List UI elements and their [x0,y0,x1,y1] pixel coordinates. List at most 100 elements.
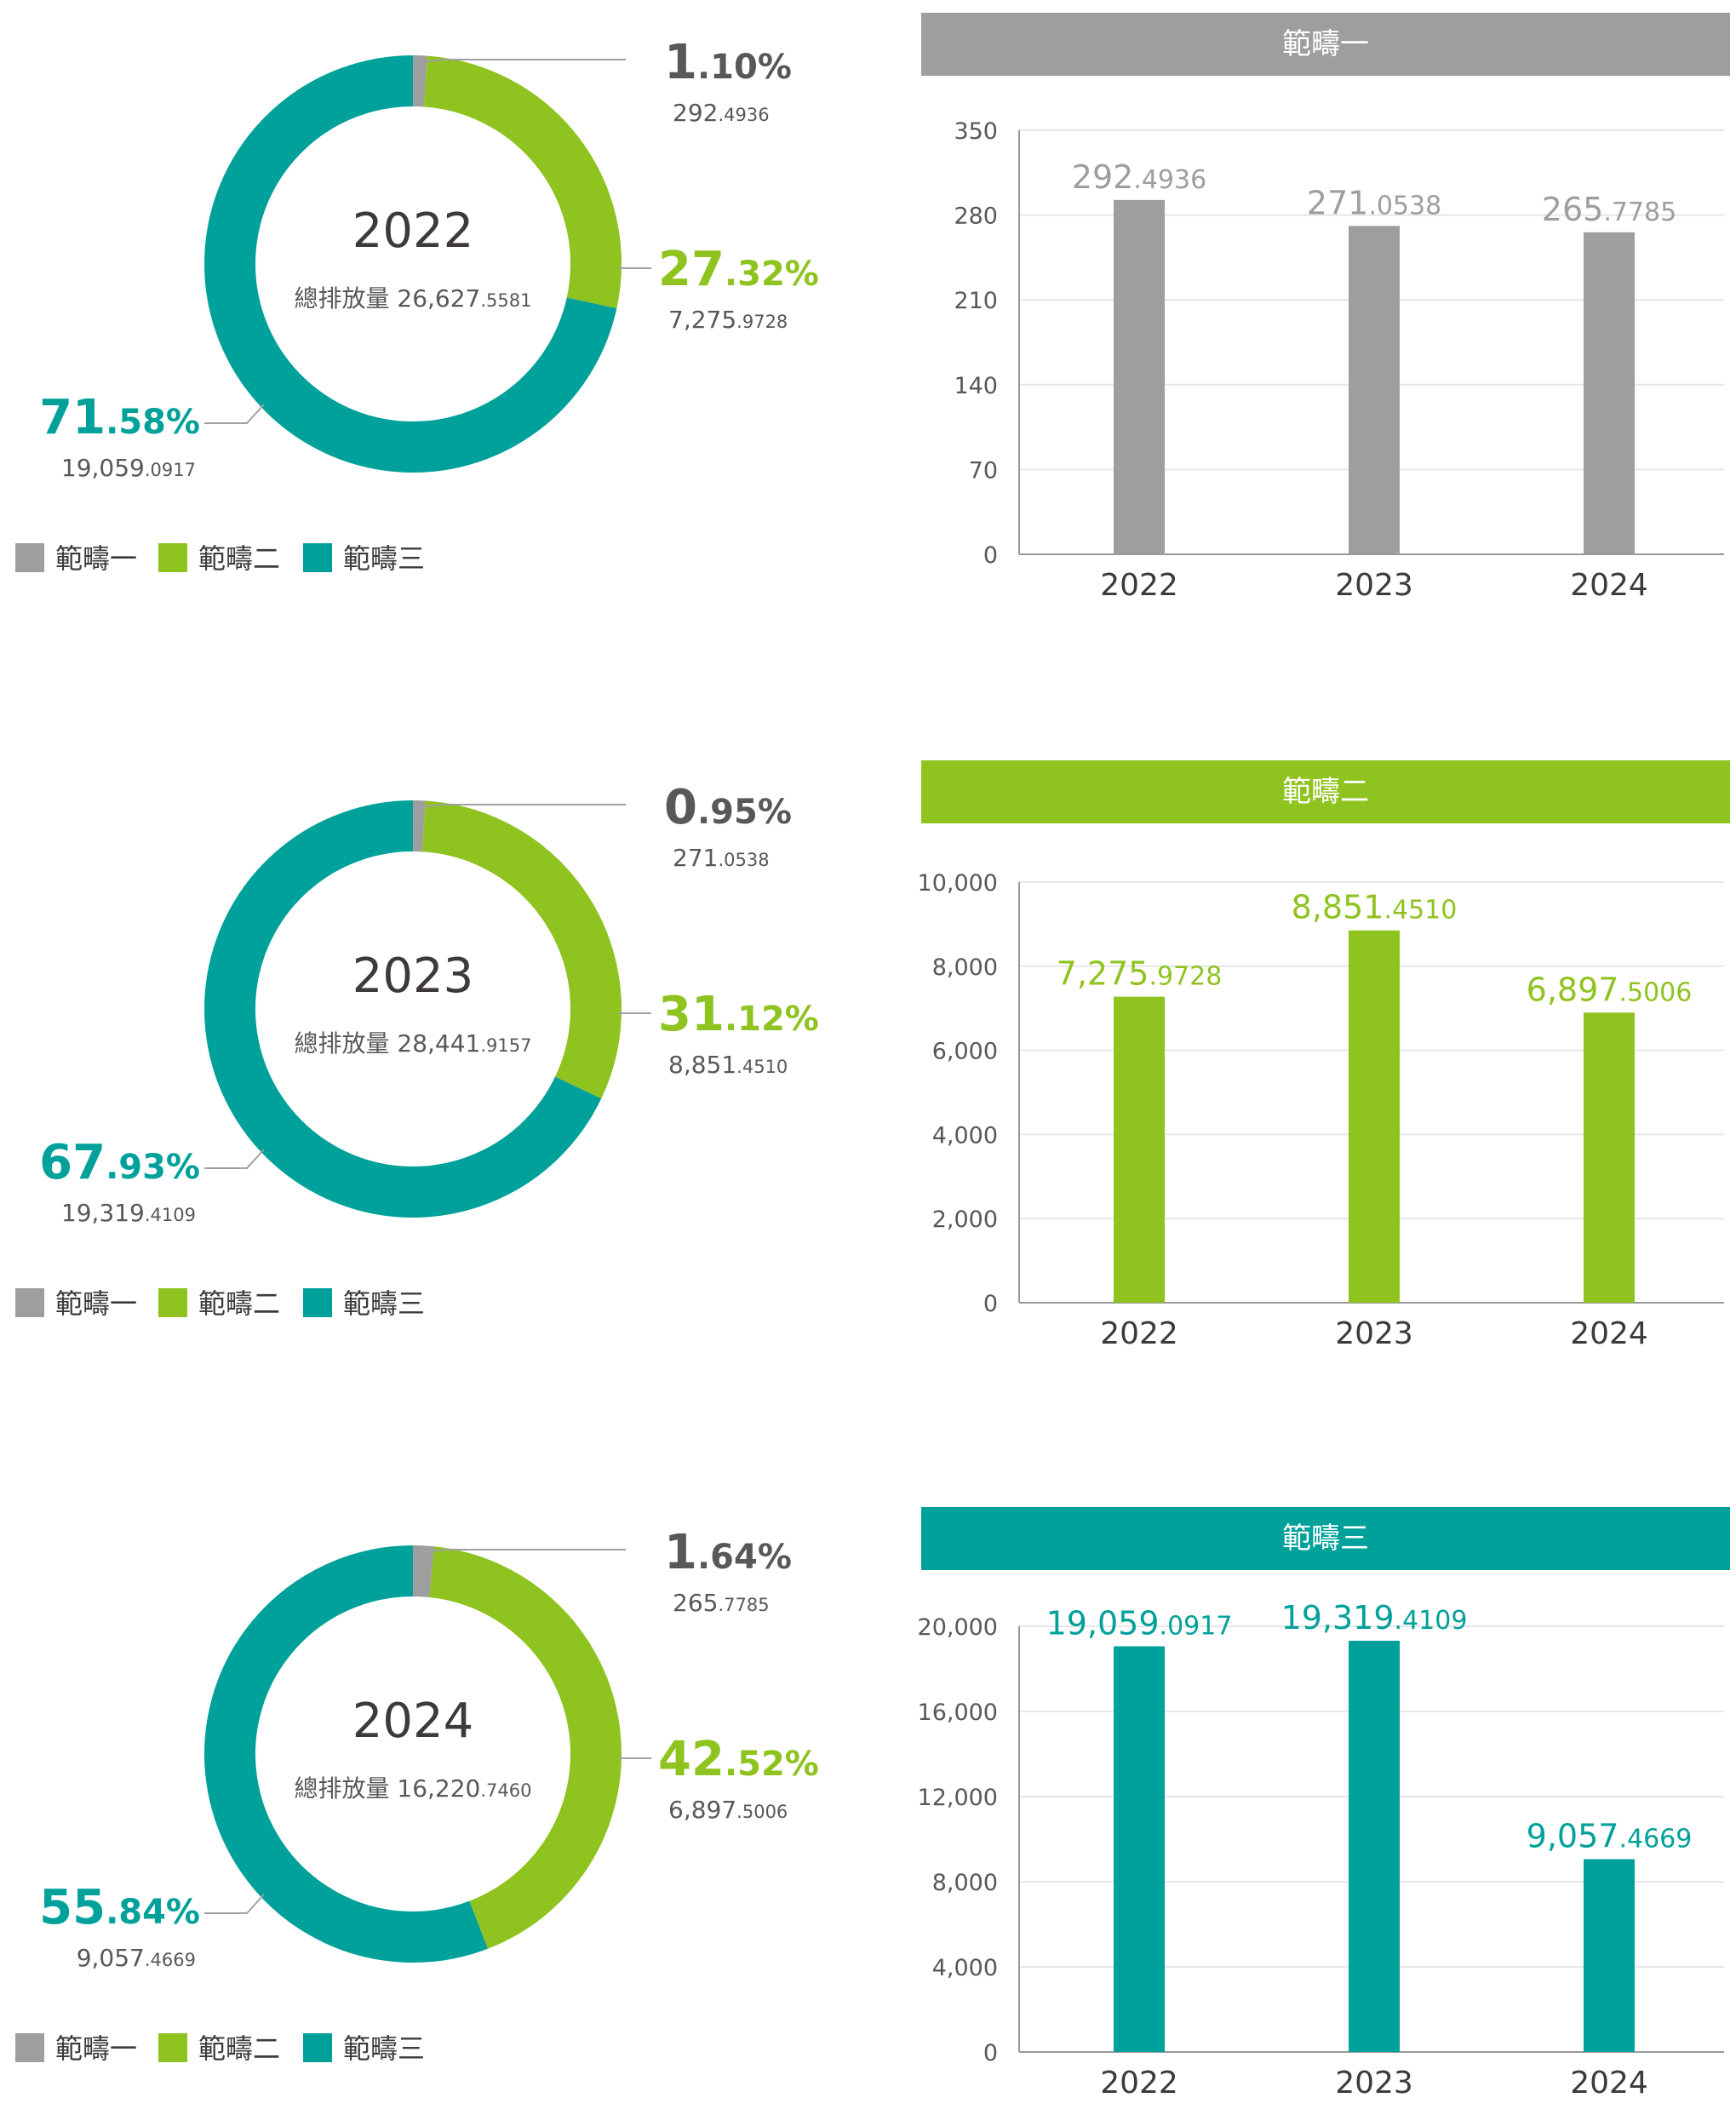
bar-chart-header [921,13,1730,76]
legend-label-3: 範疇三 [343,542,425,575]
callout-val-scope1-major: 271 [673,844,718,872]
y-tick-label: 4,000 [932,1955,998,1981]
bar-value-label: 271.0538 [1307,184,1441,221]
callout-pct-scope3: 67.93% [39,1135,200,1190]
callout-val-scope2-major: 6,897 [668,1796,736,1824]
bar-value-label-minor: .4109 [1395,1606,1468,1636]
bar-2023 [1349,930,1400,1303]
y-tick-label: 350 [954,118,998,145]
bar-chart-title: 範疇三 [1282,1522,1369,1556]
callout-val-scope2-major: 7,275 [668,306,736,334]
y-tick-label: 0 [983,1291,998,1317]
bar-chart-header [921,760,1730,823]
bar-value-label-major: 8,851 [1292,889,1384,926]
callout-pct-scope3-minor: .84% [106,1893,200,1932]
legend-swatch-3 [303,2033,332,2062]
donut-slice-1 [412,55,427,107]
callout-val-scope1: 265.7785 [673,1589,770,1617]
y-tick-label: 8,000 [932,954,998,981]
y-tick-label: 2,000 [932,1207,998,1233]
x-tick-label: 2024 [1570,568,1648,603]
bar-value-label-minor: .0538 [1368,191,1441,221]
bar-value-label-major: 7,275 [1057,955,1149,993]
callout-val-scope3-minor: .0917 [145,460,196,480]
bar-value-label: 8,851.4510 [1292,889,1458,926]
y-tick-label: 0 [983,2040,998,2066]
legend-swatch-1 [15,543,44,572]
bar-value-label-major: 9,057 [1527,1818,1619,1855]
donut-total: 總排放量 28,441.9157 [294,1029,531,1058]
legend-label-1: 範疇一 [55,542,137,575]
donut-total-label: 總排放量 [294,1774,397,1803]
donut-total-minor: .7460 [480,1780,531,1801]
callout-val-scope2-minor: .5006 [736,1802,788,1822]
legend-label-2: 範疇二 [198,1287,280,1320]
donut-total-major: 26,627 [397,284,480,312]
callout-val-scope1-minor: .4936 [718,105,769,125]
legend-label-3: 範疇三 [343,1287,425,1320]
callout-pct-scope1-major: 0 [664,780,697,835]
callout-pct-scope2-minor: .52% [725,1745,819,1784]
leader-line-scope1 [419,1549,626,1553]
callout-pct-scope2-major: 27 [658,242,725,297]
donut-slice-2 [421,800,622,1099]
donut-year: 2024 [352,1694,474,1749]
callout-pct-scope3-major: 71 [39,390,106,445]
callout-pct-scope3-minor: .58% [106,403,200,442]
callout-val-scope3-major: 19,059 [61,454,145,482]
callout-val-scope2-minor: .9728 [736,312,788,332]
bar-2024 [1584,1859,1635,2052]
callout-val-scope2-minor: .4510 [736,1057,788,1077]
donut-year: 2023 [352,949,474,1004]
legend-swatch-3 [303,543,332,572]
callout-pct-scope1-major: 1 [664,35,697,90]
leader-line-scope3 [204,404,265,424]
bar-value-label: 19,319.4109 [1281,1599,1468,1636]
callout-pct-scope2-minor: .12% [725,1000,819,1039]
donut-slice-3 [204,800,602,1218]
callout-pct-scope3-major: 55 [39,1880,106,1935]
leader-line-scope3 [204,1149,265,1169]
callout-pct-scope2: 31.12% [658,987,819,1042]
callout-val-scope3-major: 19,319 [61,1199,145,1227]
bar-value-label: 19,059.0917 [1046,1605,1233,1642]
bar-value-label-minor: .4669 [1619,1825,1692,1854]
callout-val-scope2: 6,897.5006 [668,1796,788,1824]
callout-val-scope1-minor: .7785 [718,1595,769,1615]
y-tick-label: 10,000 [918,870,998,897]
callout-pct-scope3: 55.84% [39,1880,200,1935]
bar-chart-header [921,1507,1730,1570]
y-tick-label: 6,000 [932,1039,998,1065]
x-tick-label: 2022 [1100,2066,1178,2101]
bar-2022 [1114,996,1165,1303]
y-tick-label: 70 [969,457,998,484]
donut-total-minor: .5581 [480,290,531,311]
callout-val-scope2: 7,275.9728 [668,306,788,334]
bar-2023 [1349,226,1400,554]
bar-value-label-major: 19,319 [1281,1599,1395,1636]
bar-value-label: 7,275.9728 [1057,955,1223,993]
callout-val-scope1: 292.4936 [673,99,770,127]
bar-2022 [1114,1646,1165,2052]
callout-val-scope2: 8,851.4510 [668,1051,788,1079]
bar-2023 [1349,1641,1400,2052]
bar-value-label-major: 6,897 [1527,971,1619,1008]
y-tick-label: 280 [954,203,998,230]
bar-2024 [1584,232,1635,554]
callout-pct-scope3-minor: .93% [106,1148,200,1187]
callout-pct-scope1: 1.10% [664,35,792,90]
callout-val-scope3: 19,319.4109 [61,1199,196,1227]
y-tick-label: 4,000 [932,1122,998,1149]
y-tick-label: 0 [983,542,998,569]
bar-value-label-major: 265 [1542,191,1604,228]
donut-year: 2022 [352,203,474,259]
legend-label-1: 範疇一 [55,1287,137,1320]
donut-total: 總排放量 16,220.7460 [294,1774,531,1803]
callout-pct-scope1-minor: .10% [697,48,792,87]
bar-value-label-minor: .4510 [1384,896,1457,926]
bar-chart-title: 範疇二 [1282,775,1369,809]
callout-pct-scope2-major: 31 [658,987,725,1042]
bar-value-label-minor: .9728 [1149,962,1222,992]
x-tick-label: 2022 [1100,1316,1178,1351]
